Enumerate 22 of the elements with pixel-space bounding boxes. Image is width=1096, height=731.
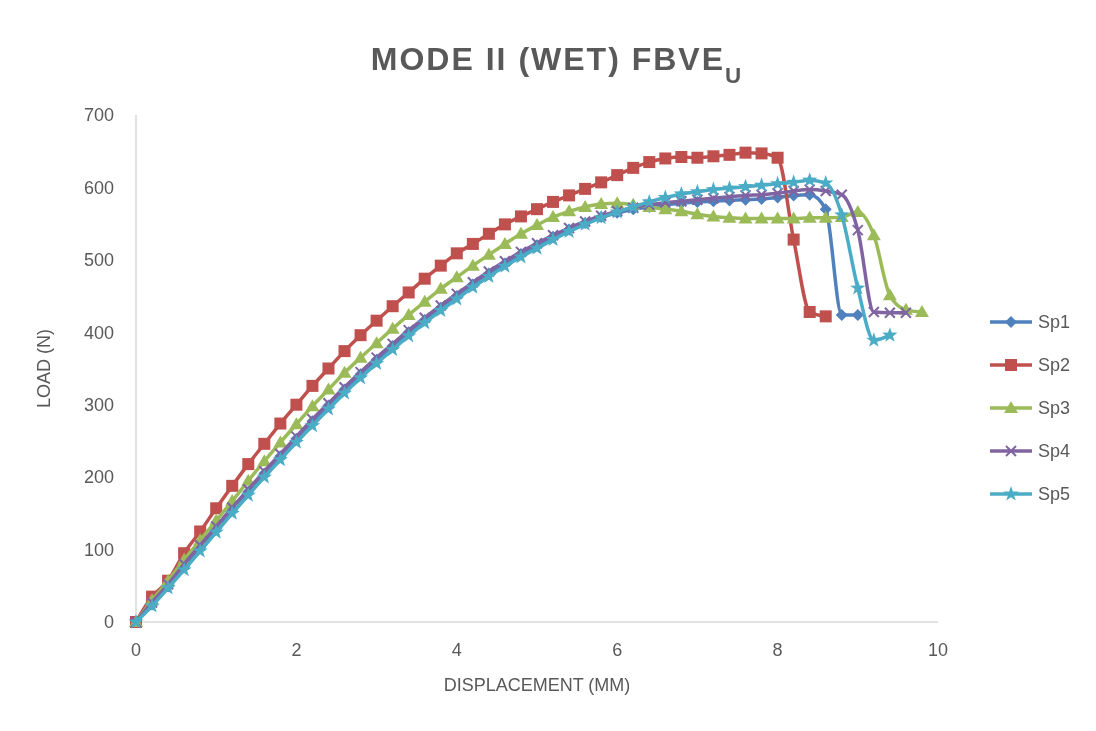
legend-label: Sp4	[1038, 441, 1071, 462]
y-axis-title: LOAD (N)	[34, 328, 54, 409]
legend-label: Sp3	[1038, 398, 1071, 419]
y-tick-label: 200	[83, 467, 114, 488]
y-tick-label: 500	[83, 250, 114, 271]
y-tick-label: 700	[83, 105, 114, 126]
x-axis-title: DISPLACEMENT (MM)	[443, 675, 631, 695]
x-tick-label: 2	[291, 640, 302, 660]
y-tick-label: 0	[103, 612, 114, 633]
y-tick-label: 100	[83, 539, 114, 560]
x-tick-label: 6	[612, 640, 623, 660]
x-tick-label: 8	[772, 640, 783, 660]
legend-label: Sp1	[1038, 312, 1071, 333]
x-tick-label: 10	[927, 640, 949, 660]
y-tick-label: 400	[83, 322, 114, 343]
y-tick-label: 300	[83, 395, 114, 416]
y-tick-label: 600	[83, 177, 114, 198]
legend-label: Sp2	[1038, 355, 1071, 376]
legend-label: Sp5	[1038, 484, 1071, 505]
chart-title: MODE II (WET) FBVE$_{U}$	[370, 41, 744, 88]
x-tick-label: 0	[130, 640, 142, 660]
x-tick-label: 4	[451, 640, 462, 660]
